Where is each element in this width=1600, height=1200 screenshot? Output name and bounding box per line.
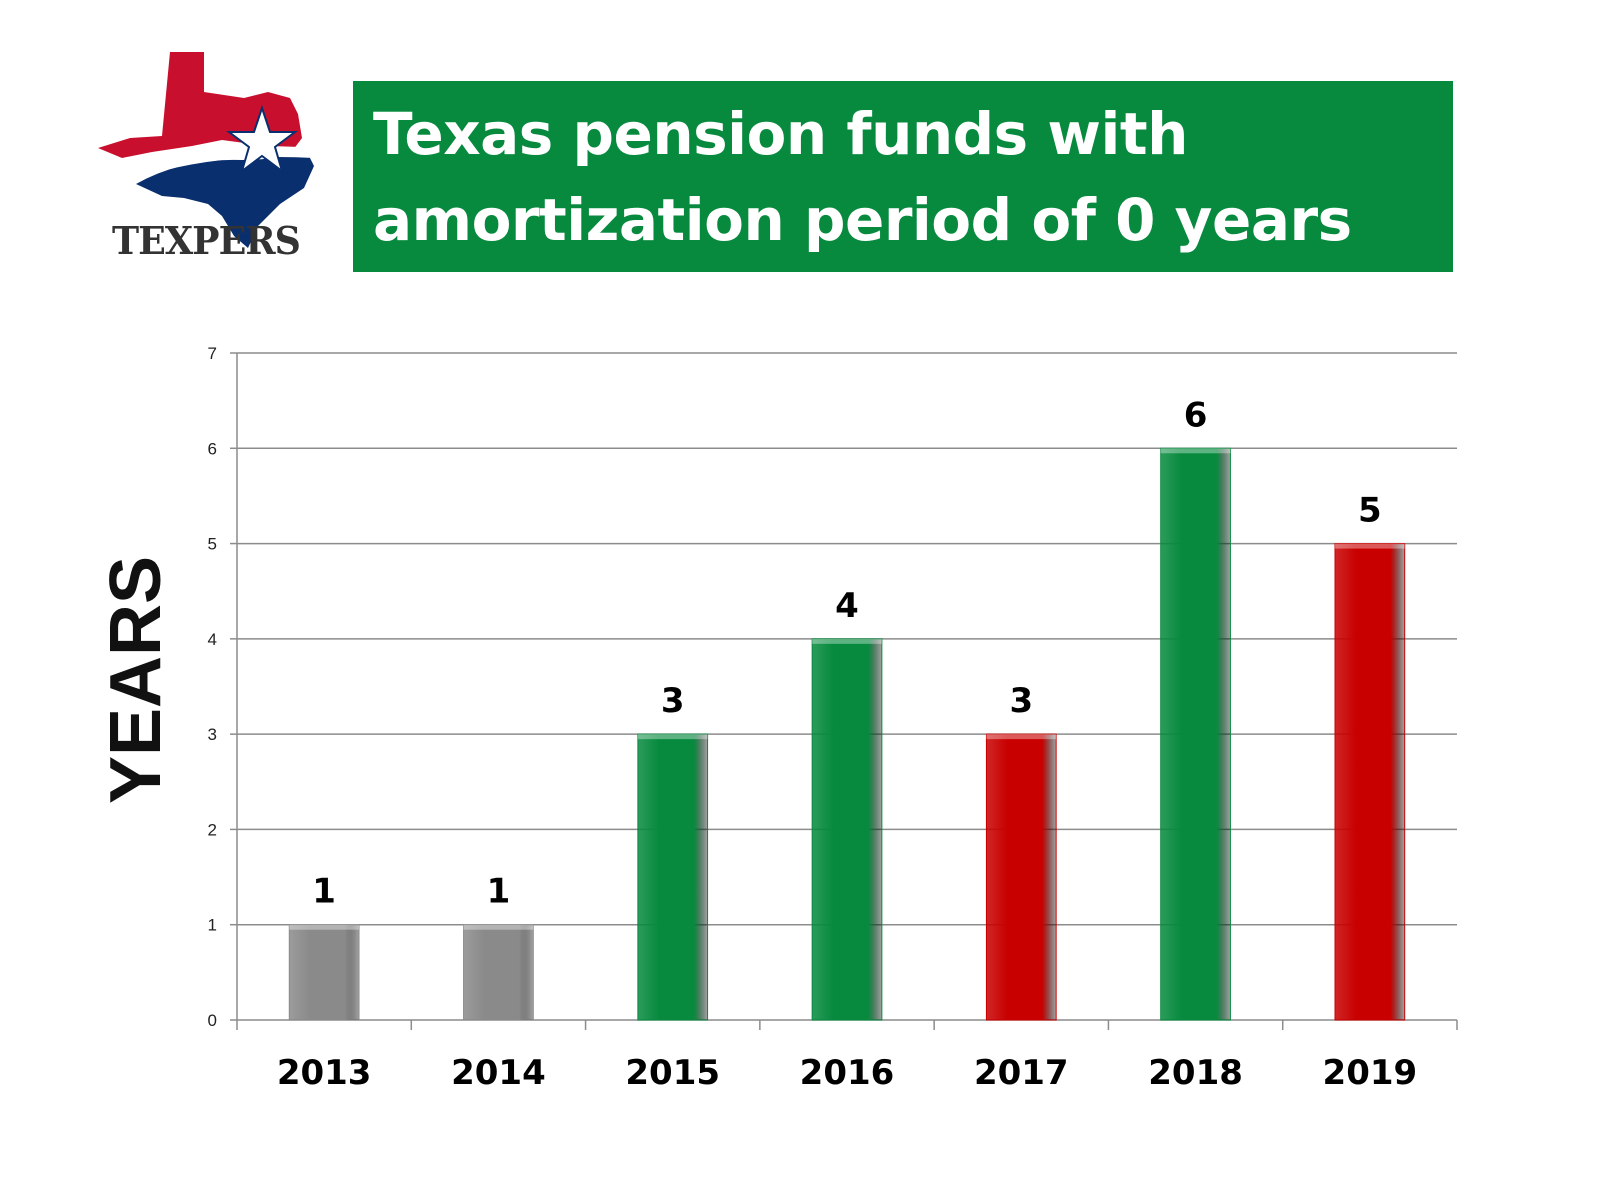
bar <box>288 924 360 1021</box>
x-tick-label: 2013 <box>277 1053 372 1093</box>
x-tick-label: 2018 <box>1148 1053 1243 1093</box>
y-tick-label: 1 <box>208 916 217 935</box>
data-label: 4 <box>835 586 859 626</box>
title-line-2: amortization period of 0 years <box>373 185 1352 254</box>
bar-highlight <box>1335 543 1405 549</box>
x-tick-label: 2017 <box>974 1053 1069 1093</box>
y-axis-label: YEARS <box>96 556 176 804</box>
y-tick-label: 4 <box>208 630 217 649</box>
y-tick-label: 7 <box>208 344 217 363</box>
logo-wordmark: TEXPERS <box>112 218 300 263</box>
bar-highlight <box>637 734 708 740</box>
bar <box>1334 543 1406 1021</box>
bar-highlight <box>812 638 882 644</box>
bar-highlight <box>1160 448 1231 454</box>
data-label: 6 <box>1184 395 1208 435</box>
texas-shape-blue <box>136 150 314 248</box>
data-label: 3 <box>1009 681 1033 721</box>
y-tick-label: 3 <box>208 725 217 744</box>
title-line-1: Texas pension funds with <box>373 99 1188 168</box>
bar-highlight <box>986 734 1057 740</box>
data-label: 1 <box>487 872 511 912</box>
y-tick-label: 6 <box>208 439 217 458</box>
bar <box>637 733 709 1021</box>
title-banner: Texas pension funds with amortization pe… <box>353 81 1453 272</box>
bar-highlight <box>289 924 359 930</box>
x-tick-label: 2015 <box>625 1053 720 1093</box>
y-tick-label: 0 <box>208 1011 217 1030</box>
y-tick-label: 2 <box>208 820 217 839</box>
chart-title: Texas pension funds with amortization pe… <box>373 91 1352 263</box>
bar <box>811 638 883 1021</box>
y-tick-label: 5 <box>208 535 217 554</box>
x-tick-label: 2014 <box>451 1053 546 1093</box>
data-labels: 2013 1 2014 1 2015 3 2016 4 2017 3 2018 6 2019 5 <box>277 395 1417 1093</box>
x-tick-label: 2016 <box>800 1053 895 1093</box>
data-label: 1 <box>312 872 336 912</box>
bar-highlight <box>463 924 534 930</box>
texpers-logo: TEXPERS <box>98 52 316 263</box>
bar <box>985 733 1057 1021</box>
x-tick-label: 2019 <box>1323 1053 1418 1093</box>
bars <box>288 447 1406 1021</box>
bar <box>1160 447 1231 1021</box>
data-label: 5 <box>1358 491 1382 531</box>
data-label: 3 <box>661 681 685 721</box>
star-icon <box>226 104 298 174</box>
bar <box>463 924 534 1021</box>
